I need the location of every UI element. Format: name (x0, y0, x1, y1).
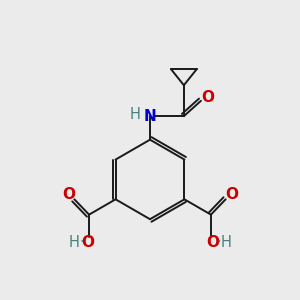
Text: H: H (69, 235, 80, 250)
Text: ·: · (79, 235, 84, 250)
Text: O: O (201, 90, 214, 105)
Text: O: O (225, 188, 238, 202)
Text: O: O (81, 235, 94, 250)
Text: O: O (206, 235, 219, 250)
Text: H: H (220, 235, 231, 250)
Text: O: O (62, 188, 75, 202)
Text: N: N (144, 109, 156, 124)
Text: ·: · (216, 235, 221, 250)
Text: H: H (129, 107, 140, 122)
